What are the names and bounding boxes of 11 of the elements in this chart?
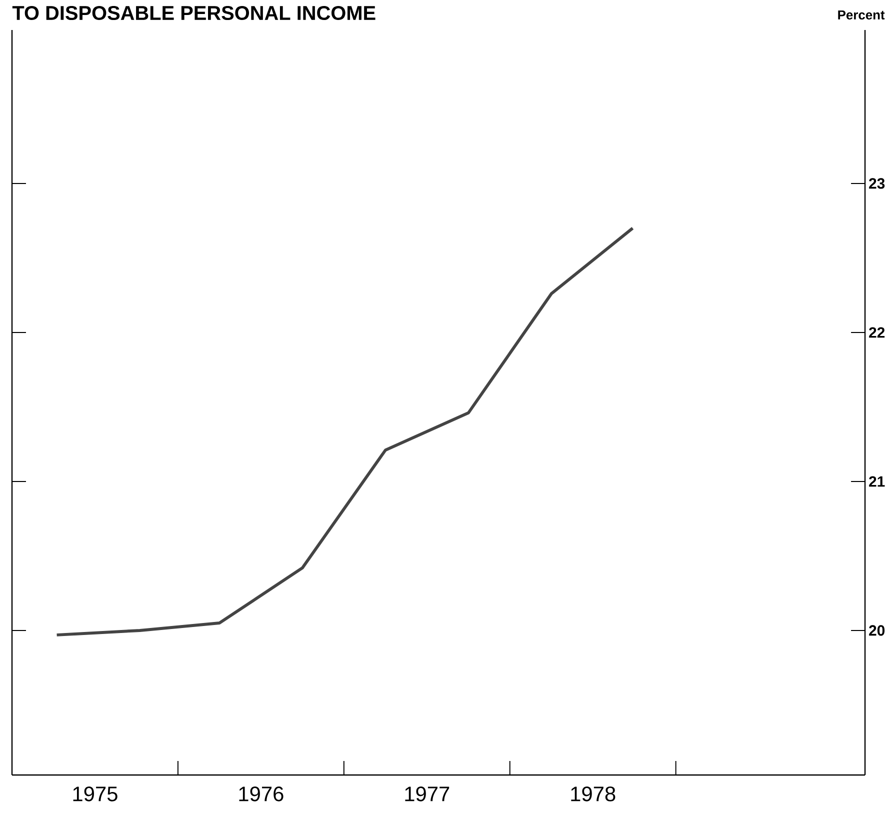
- chart-title: TO DISPOSABLE PERSONAL INCOME: [12, 6, 376, 20]
- x-tick-label: 1978: [571, 786, 616, 802]
- x-tick-label: 1975: [73, 786, 118, 802]
- y-axis-title: Percent: [838, 10, 885, 20]
- y-tick-label: 23: [869, 178, 885, 189]
- x-tick-label: 1976: [239, 786, 284, 802]
- y-tick-label: 22: [869, 327, 885, 338]
- x-tick-label: 1977: [405, 786, 450, 802]
- y-tick-label: 20: [869, 625, 885, 636]
- y-tick-label: 21: [869, 476, 885, 487]
- line-series: [55, 226, 634, 636]
